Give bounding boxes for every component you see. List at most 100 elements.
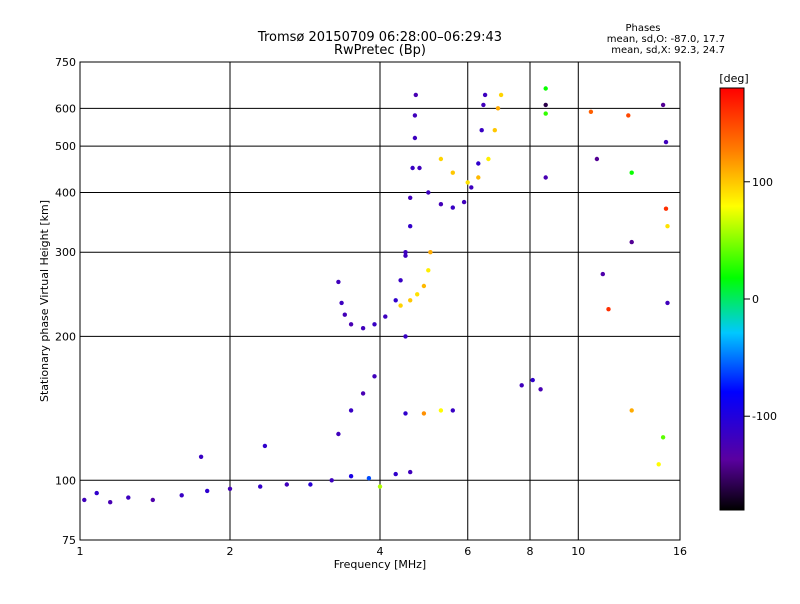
echo-point bbox=[626, 113, 631, 118]
echo-point bbox=[348, 322, 354, 327]
echo-point bbox=[600, 271, 605, 277]
plot-frame bbox=[79, 61, 681, 541]
y-axis-ticks: 75 100 200 300 400 500 600 750 bbox=[55, 56, 76, 547]
echo-point bbox=[258, 484, 263, 489]
echo-point bbox=[461, 199, 467, 205]
echo-point bbox=[663, 139, 669, 145]
echo-point bbox=[329, 478, 334, 483]
echo-point bbox=[410, 165, 415, 171]
echo-point bbox=[383, 314, 388, 319]
echo-point bbox=[629, 239, 634, 245]
echo-point bbox=[426, 190, 431, 195]
echo-trace bbox=[403, 250, 543, 416]
echo-trace bbox=[417, 92, 488, 210]
echo-point bbox=[108, 500, 113, 505]
y-tick-label: 75 bbox=[62, 534, 76, 547]
echo-point bbox=[408, 224, 413, 229]
echo-point bbox=[360, 391, 366, 396]
echo-point bbox=[543, 86, 548, 91]
echo-point bbox=[150, 497, 155, 503]
echo-point bbox=[479, 128, 484, 133]
echo-point bbox=[412, 135, 418, 141]
echo-point bbox=[594, 156, 600, 162]
echo-point bbox=[372, 374, 377, 379]
echo-point bbox=[421, 411, 427, 416]
echo-point bbox=[450, 170, 455, 175]
y-tick-label: 600 bbox=[55, 102, 76, 115]
x-axis-ticks: 1 2 4 6 8 10 16 bbox=[77, 545, 688, 558]
echo-point bbox=[476, 161, 481, 166]
echo-point bbox=[438, 156, 444, 162]
echo-point bbox=[450, 205, 455, 210]
echo-point bbox=[498, 92, 504, 98]
echo-trace bbox=[82, 469, 413, 505]
echo-point bbox=[543, 102, 548, 108]
echo-point bbox=[413, 92, 418, 98]
echo-point bbox=[665, 224, 670, 229]
echo-point bbox=[408, 195, 413, 200]
echo-point bbox=[426, 268, 431, 273]
echo-point bbox=[348, 408, 354, 413]
echo-point bbox=[476, 175, 481, 180]
colorbar-tick-label: 0 bbox=[752, 293, 759, 306]
y-axis-label: Stationary phase Virtual Height [km] bbox=[38, 200, 51, 402]
echo-point bbox=[408, 298, 413, 303]
echo-point bbox=[629, 170, 634, 175]
phases-box-x-stats: mean, sd,X: 92.3, 24.7 bbox=[611, 45, 725, 56]
echo-point bbox=[465, 180, 470, 185]
colorbar-label: [deg] bbox=[719, 72, 748, 85]
echo-point bbox=[482, 92, 488, 98]
echo-point bbox=[660, 102, 666, 108]
echo-point bbox=[417, 165, 422, 171]
echo-point bbox=[398, 303, 403, 308]
x-tick-label: 16 bbox=[673, 545, 687, 558]
echo-point bbox=[538, 387, 543, 392]
echo-point bbox=[656, 462, 661, 467]
colorbar-ticks: 100 0 -100 bbox=[744, 176, 777, 423]
echo-point bbox=[663, 206, 669, 211]
echo-point bbox=[495, 106, 501, 111]
x-tick-label: 2 bbox=[227, 545, 234, 558]
echo-point bbox=[336, 431, 341, 437]
y-tick-label: 750 bbox=[55, 56, 76, 69]
x-tick-label: 10 bbox=[571, 545, 585, 558]
echo-point bbox=[403, 253, 408, 258]
x-tick-label: 6 bbox=[464, 545, 471, 558]
y-tick-label: 500 bbox=[55, 140, 76, 153]
echo-trace bbox=[198, 374, 377, 459]
echo-point bbox=[94, 490, 99, 496]
echo-point bbox=[421, 283, 427, 289]
echo-point bbox=[543, 175, 548, 180]
echo-point bbox=[284, 482, 289, 487]
echo-point bbox=[665, 300, 670, 306]
echo-point bbox=[82, 497, 87, 503]
echo-point bbox=[339, 300, 344, 306]
x-tick-label: 1 bbox=[77, 545, 84, 558]
echo-point bbox=[126, 495, 131, 500]
colorbar-tick-label: -100 bbox=[752, 410, 777, 423]
echo-point bbox=[262, 443, 268, 449]
echo-trace bbox=[336, 92, 418, 331]
echo-point bbox=[393, 298, 398, 303]
echo-point bbox=[519, 383, 524, 388]
echo-points bbox=[82, 86, 670, 505]
echo-point bbox=[198, 454, 204, 459]
echo-point bbox=[588, 109, 594, 115]
phases-box-o-stats: mean, sd,O: -87.0, 17.7 bbox=[607, 34, 725, 45]
echo-point bbox=[408, 469, 413, 475]
echo-point bbox=[486, 156, 491, 162]
x-tick-label: 4 bbox=[377, 545, 384, 558]
echo-point bbox=[227, 486, 233, 491]
echo-point bbox=[360, 326, 366, 331]
phases-box-title: Phases bbox=[625, 23, 660, 34]
chart-subtitle: RwPretec (Bp) bbox=[334, 43, 426, 58]
echo-point bbox=[398, 278, 403, 283]
echo-point bbox=[530, 377, 535, 383]
echo-point bbox=[393, 471, 398, 477]
echo-point bbox=[428, 250, 433, 255]
echo-point bbox=[179, 493, 184, 498]
echo-point bbox=[438, 202, 444, 207]
echo-point bbox=[450, 408, 455, 413]
